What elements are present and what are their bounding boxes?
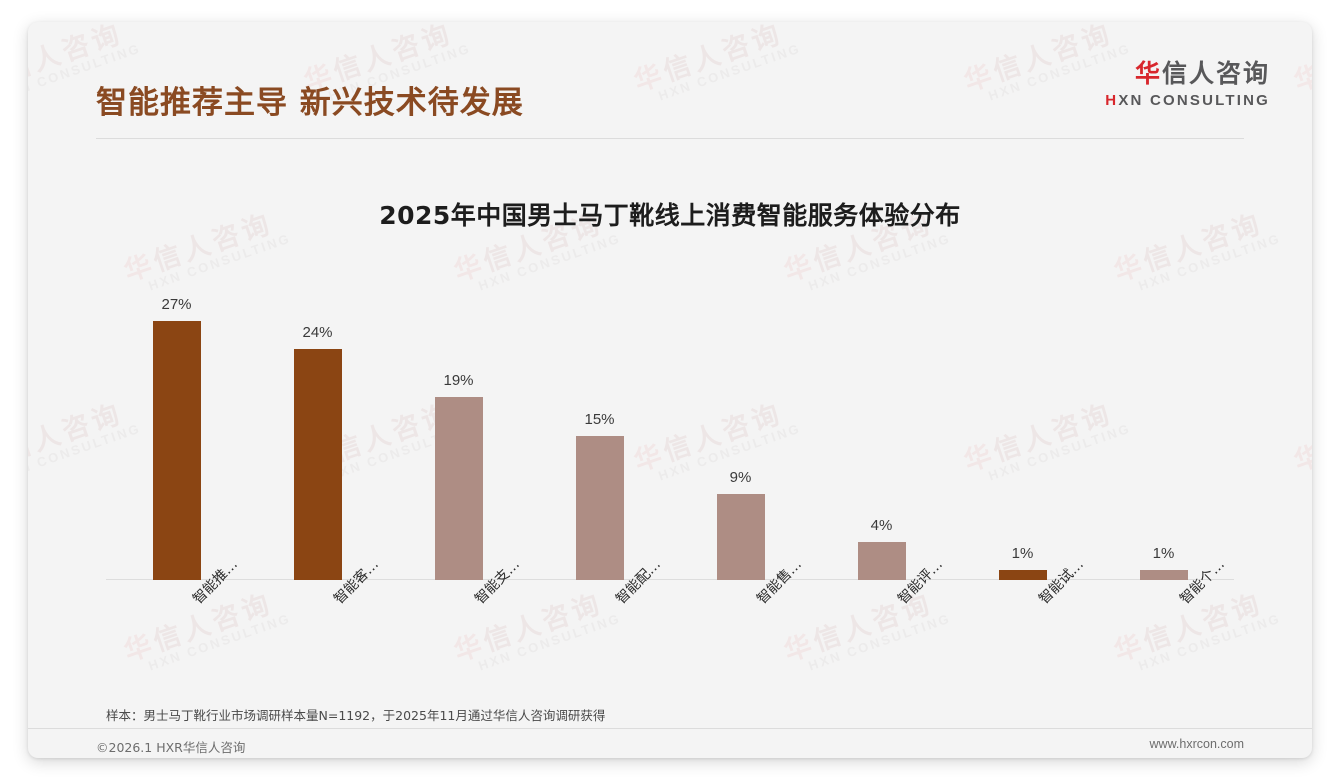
bar-value-label: 1% — [1011, 545, 1034, 563]
logo-english-rest: XN CONSULTING — [1118, 91, 1270, 109]
footer-website: www.hxrcon.com — [1149, 737, 1244, 751]
slide-footer: ©2026.1 HXR华信人咨询 www.hxrcon.com — [28, 728, 1312, 758]
source-footnote: 样本：男士马丁靴行业市场调研样本量N=1192，于2025年11月通过华信人咨询… — [106, 708, 606, 723]
logo-chinese-first-char: 华 — [1134, 59, 1162, 88]
bar-group: 9% 智能售… — [670, 270, 811, 607]
bar-value-label: 1% — [1152, 545, 1175, 563]
bar-value-label: 15% — [584, 410, 615, 428]
bar-group: 15% 智能配… — [529, 270, 670, 607]
bar-3[interactable] — [434, 397, 483, 580]
slide-header: 智能推荐主导 新兴技术待发展 华信人咨询 HXN CONSULTING — [28, 22, 1312, 140]
x-axis-label: 智能个… — [1176, 556, 1228, 608]
bar-value-label: 24% — [302, 324, 333, 342]
bar-group: 19% 智能支… — [388, 270, 529, 607]
bar-1[interactable] — [152, 320, 201, 580]
bar-chart-plot: 27% 智能推… 24% 智能客… 19% 智能支… 15% 智能配… 9% 智能售… 4% 智能评…… — [106, 270, 1234, 607]
chart-title: 2025年中国男士马丁靴线上消费智能服务体验分布 — [379, 201, 961, 230]
bar-group: 1% 智能个… — [1093, 270, 1234, 607]
bar-value-label: 27% — [161, 295, 192, 313]
slide-canvas: 华信人咨询 HXN CONSULTING 华信人咨询 HXN CONSULTING华信… — [28, 22, 1312, 758]
logo-chinese-rest: 信人咨询 — [1161, 59, 1270, 88]
logo-english: HXN CONSULTING — [1105, 92, 1270, 109]
footer-copyright: ©2026.1 HXR华信人咨询 — [96, 740, 246, 755]
page-title: 智能推荐主导 新兴技术待发展 — [96, 85, 524, 121]
bar-group: 1% 智能试… — [952, 270, 1093, 607]
company-logo: 华信人咨询 HXN CONSULTING — [1105, 59, 1270, 109]
bar-value-label: 19% — [443, 372, 474, 390]
chart-baseline-axis — [106, 579, 1234, 580]
chart-container: 2025年中国男士马丁靴线上消费智能服务体验分布 27% 智能推… 24% 智能客… 1… — [28, 140, 1312, 685]
bar-2[interactable] — [293, 349, 342, 580]
bar-7[interactable] — [998, 570, 1047, 580]
bar-value-label: 4% — [870, 516, 893, 534]
logo-english-first-char: H — [1105, 91, 1119, 109]
bar-6[interactable] — [857, 541, 906, 580]
bar-group: 4% 智能评… — [811, 270, 952, 607]
header-divider — [96, 138, 1244, 139]
bar-8[interactable] — [1139, 570, 1188, 580]
bar-5[interactable] — [716, 493, 765, 580]
bar-group: 27% 智能推… — [106, 270, 247, 607]
footer-divider — [28, 728, 1312, 729]
x-axis-label: 智能试… — [1035, 556, 1087, 608]
bar-group: 24% 智能客… — [247, 270, 388, 607]
bar-value-label: 9% — [729, 468, 752, 486]
logo-chinese: 华信人咨询 — [1105, 59, 1270, 89]
bar-4[interactable] — [575, 435, 624, 580]
